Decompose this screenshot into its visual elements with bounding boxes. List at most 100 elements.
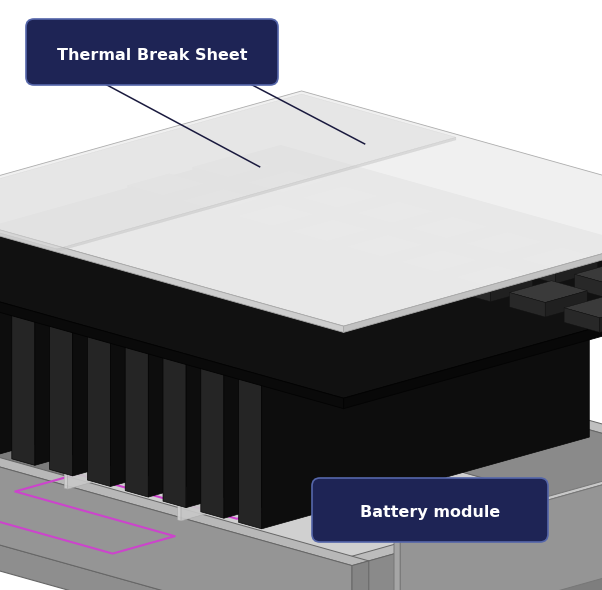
Polygon shape [344,281,602,409]
Polygon shape [279,345,306,362]
Polygon shape [400,447,602,590]
Polygon shape [216,208,264,222]
Polygon shape [26,246,54,263]
Polygon shape [354,281,382,298]
Polygon shape [127,218,155,235]
Polygon shape [255,276,276,291]
Polygon shape [243,300,264,316]
FancyBboxPatch shape [312,478,548,542]
Polygon shape [341,306,369,323]
Polygon shape [193,314,213,330]
Polygon shape [49,222,400,320]
Polygon shape [266,194,314,208]
Polygon shape [266,284,293,301]
Polygon shape [545,291,587,317]
Polygon shape [0,201,324,299]
Polygon shape [266,278,314,292]
Polygon shape [237,216,272,241]
Polygon shape [442,278,470,294]
Polygon shape [392,286,440,299]
Polygon shape [369,223,390,238]
Polygon shape [281,227,302,242]
Polygon shape [293,202,314,217]
Polygon shape [203,323,230,340]
Polygon shape [217,266,238,280]
Polygon shape [228,268,276,281]
Polygon shape [303,205,352,218]
Polygon shape [283,181,324,207]
Polygon shape [455,266,533,287]
Polygon shape [0,408,602,590]
Polygon shape [455,247,503,261]
Polygon shape [241,244,289,257]
Polygon shape [178,237,542,339]
Polygon shape [165,222,213,236]
Polygon shape [87,324,111,487]
Polygon shape [0,263,344,409]
Polygon shape [0,196,287,444]
Polygon shape [405,267,432,284]
Polygon shape [356,332,377,348]
Polygon shape [344,273,365,287]
Polygon shape [67,206,429,489]
Polygon shape [291,314,340,327]
Polygon shape [302,186,379,208]
Polygon shape [341,221,369,238]
Polygon shape [0,260,4,277]
Polygon shape [152,247,201,261]
Polygon shape [178,288,205,305]
Polygon shape [102,267,129,284]
Polygon shape [253,309,281,326]
Polygon shape [228,183,276,197]
Polygon shape [230,241,251,256]
Polygon shape [0,335,285,519]
Polygon shape [127,212,176,225]
Polygon shape [52,276,100,289]
Polygon shape [279,339,327,352]
Polygon shape [247,171,324,192]
Polygon shape [52,281,79,298]
Polygon shape [291,219,369,241]
Polygon shape [291,235,318,253]
Polygon shape [238,274,589,373]
Polygon shape [251,330,602,464]
Polygon shape [0,330,285,441]
Polygon shape [203,317,251,331]
Polygon shape [470,279,491,294]
Polygon shape [167,279,188,294]
Polygon shape [238,366,262,529]
Polygon shape [87,365,94,403]
Polygon shape [217,199,259,225]
Polygon shape [125,335,148,497]
Polygon shape [341,215,390,229]
Polygon shape [337,196,379,222]
Polygon shape [394,258,415,273]
Polygon shape [0,436,352,590]
Polygon shape [455,253,482,270]
Polygon shape [480,288,507,305]
Polygon shape [201,264,551,362]
Polygon shape [327,230,369,256]
Polygon shape [501,242,543,268]
Polygon shape [115,237,163,250]
Polygon shape [87,356,123,366]
Polygon shape [41,273,62,287]
Polygon shape [241,328,289,342]
Polygon shape [49,313,73,476]
Polygon shape [492,264,520,280]
Polygon shape [352,460,602,590]
Polygon shape [148,250,476,497]
Polygon shape [182,189,259,211]
Polygon shape [190,258,238,271]
Polygon shape [129,269,150,284]
Polygon shape [247,182,283,207]
Polygon shape [181,238,542,521]
Polygon shape [558,276,579,291]
Polygon shape [530,274,558,291]
Polygon shape [0,91,602,326]
Polygon shape [392,211,434,238]
Polygon shape [509,293,545,317]
Polygon shape [253,303,302,317]
Polygon shape [241,250,268,266]
Polygon shape [442,272,491,285]
